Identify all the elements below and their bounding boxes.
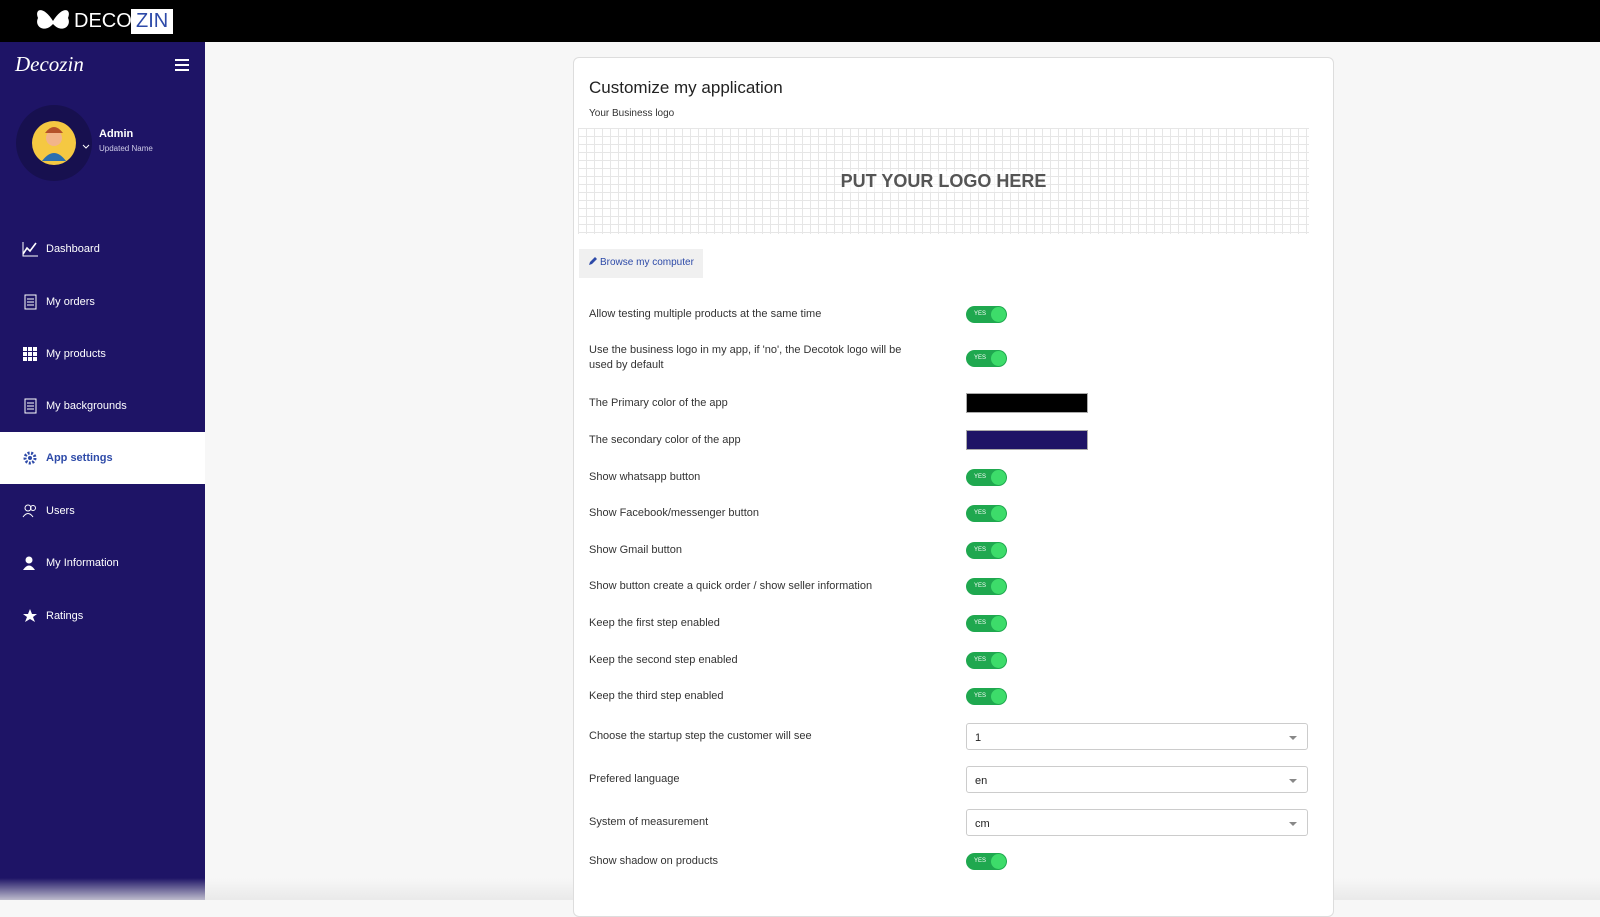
- pencil-icon: [589, 257, 597, 265]
- setting-label: The Primary color of the app: [589, 396, 728, 409]
- nav-item[interactable]: App settings: [0, 432, 205, 484]
- panel-title: Customize my application: [589, 78, 783, 97]
- setting-label: Prefered language: [589, 772, 680, 785]
- setting-row: Show button create a quick order / show …: [589, 570, 1319, 602]
- brand-left: DECO: [74, 10, 132, 32]
- toggle[interactable]: YES: [966, 504, 1007, 522]
- nav-label: Ratings: [46, 610, 84, 622]
- setting-label: Allow testing multiple products at the s…: [589, 307, 822, 320]
- browse-label: Browse my computer: [600, 257, 694, 268]
- browse-button[interactable]: Browse my computer: [579, 249, 703, 278]
- nav-icon: [24, 294, 37, 310]
- select[interactable]: en: [966, 765, 1308, 793]
- toggle[interactable]: YES: [966, 468, 1007, 486]
- nav-item[interactable]: My products: [0, 328, 205, 380]
- nav-label: My Information: [46, 557, 119, 569]
- setting-row: System of measurement cm: [589, 806, 1319, 838]
- toggle[interactable]: YES: [966, 541, 1007, 559]
- toggle[interactable]: YES: [966, 651, 1007, 669]
- nav-item[interactable]: Users: [0, 485, 205, 537]
- toggle[interactable]: YES: [966, 305, 1007, 323]
- setting-row: Keep the first step enabled YES: [589, 607, 1319, 639]
- setting-row: Prefered language en: [589, 763, 1319, 795]
- nav-label: My orders: [46, 296, 95, 308]
- setting-row: Allow testing multiple products at the s…: [589, 298, 1319, 330]
- logo-placeholder: PUT YOUR LOGO HERE: [840, 170, 1047, 192]
- setting-row: Keep the third step enabled YES: [589, 680, 1319, 712]
- logo-label: Your Business logo: [589, 108, 675, 119]
- nav-item[interactable]: My Information: [0, 537, 205, 589]
- select[interactable]: 1: [966, 722, 1308, 750]
- nav-icon: [23, 609, 37, 622]
- nav-label: My products: [46, 348, 106, 360]
- setting-label: Show Facebook/messenger button: [589, 506, 759, 519]
- nav-icon: [22, 242, 38, 257]
- nav-icon: [23, 347, 37, 361]
- setting-label: Keep the third step enabled: [589, 689, 724, 702]
- logo-icon: [37, 10, 69, 29]
- nav-item[interactable]: My backgrounds: [0, 380, 205, 432]
- menu-button[interactable]: [175, 59, 189, 71]
- avatar[interactable]: [16, 105, 92, 181]
- setting-label: Choose the startup step the customer wil…: [589, 729, 812, 742]
- setting-row: Keep the second step enabled YES: [589, 644, 1319, 676]
- setting-label: Show Gmail button: [589, 543, 682, 556]
- setting-label: Show button create a quick order / show …: [589, 579, 873, 592]
- toggle[interactable]: YES: [966, 687, 1007, 705]
- setting-label: Show whatsapp button: [589, 470, 701, 483]
- setting-row: The Primary color of the app: [589, 387, 1319, 419]
- setting-row: Show whatsapp button YES: [589, 461, 1319, 493]
- toggle[interactable]: YES: [966, 852, 1007, 870]
- sidebar-title: Decozin: [15, 52, 84, 76]
- nav-label: Dashboard: [46, 243, 100, 255]
- toggle[interactable]: YES: [966, 349, 1007, 367]
- setting-row: Use the business logo in my app, if 'no'…: [589, 342, 1319, 374]
- toggle[interactable]: YES: [966, 614, 1007, 632]
- setting-label: Show shadow on products: [589, 854, 719, 867]
- user-subtitle: Updated Name: [99, 144, 153, 153]
- setting-row: Show shadow on products YES: [589, 845, 1319, 877]
- nav-icon: [23, 556, 35, 570]
- nav-item[interactable]: Ratings: [0, 590, 205, 642]
- setting-row: Choose the startup step the customer wil…: [589, 720, 1319, 752]
- setting-row: Show Facebook/messenger button YES: [589, 497, 1319, 529]
- settings-panel: Customize my application Your Business l…: [573, 57, 1334, 917]
- nav-icon: [22, 504, 36, 518]
- setting-label: Keep the second step enabled: [589, 653, 738, 666]
- color-swatch[interactable]: [966, 430, 1088, 450]
- nav-icon: [23, 451, 37, 465]
- header: DECO ZIN: [0, 0, 1600, 42]
- setting-label: System of measurement: [589, 815, 709, 828]
- sidebar: Decozin Admin Updated Name Dashboard My o…: [0, 42, 205, 900]
- setting-label: Use the business logo in my app, if 'no'…: [589, 344, 902, 371]
- nav-label: App settings: [46, 452, 113, 464]
- brand-right: ZIN: [131, 9, 174, 34]
- setting-row: The secondary color of the app: [589, 424, 1319, 456]
- select[interactable]: cm: [966, 808, 1308, 836]
- color-swatch[interactable]: [966, 393, 1088, 413]
- setting-label: Keep the first step enabled: [589, 616, 720, 629]
- nav-label: My backgrounds: [46, 400, 127, 412]
- logo-dropzone[interactable]: PUT YOUR LOGO HERE: [578, 128, 1309, 234]
- setting-label: The secondary color of the app: [589, 433, 741, 446]
- nav-item[interactable]: My orders: [0, 276, 205, 328]
- user-name: Admin: [99, 128, 134, 140]
- setting-row: Show Gmail button YES: [589, 534, 1319, 566]
- nav-icon: [24, 398, 37, 414]
- nav-label: Users: [46, 505, 75, 517]
- nav-item[interactable]: Dashboard: [0, 223, 205, 275]
- toggle[interactable]: YES: [966, 577, 1007, 595]
